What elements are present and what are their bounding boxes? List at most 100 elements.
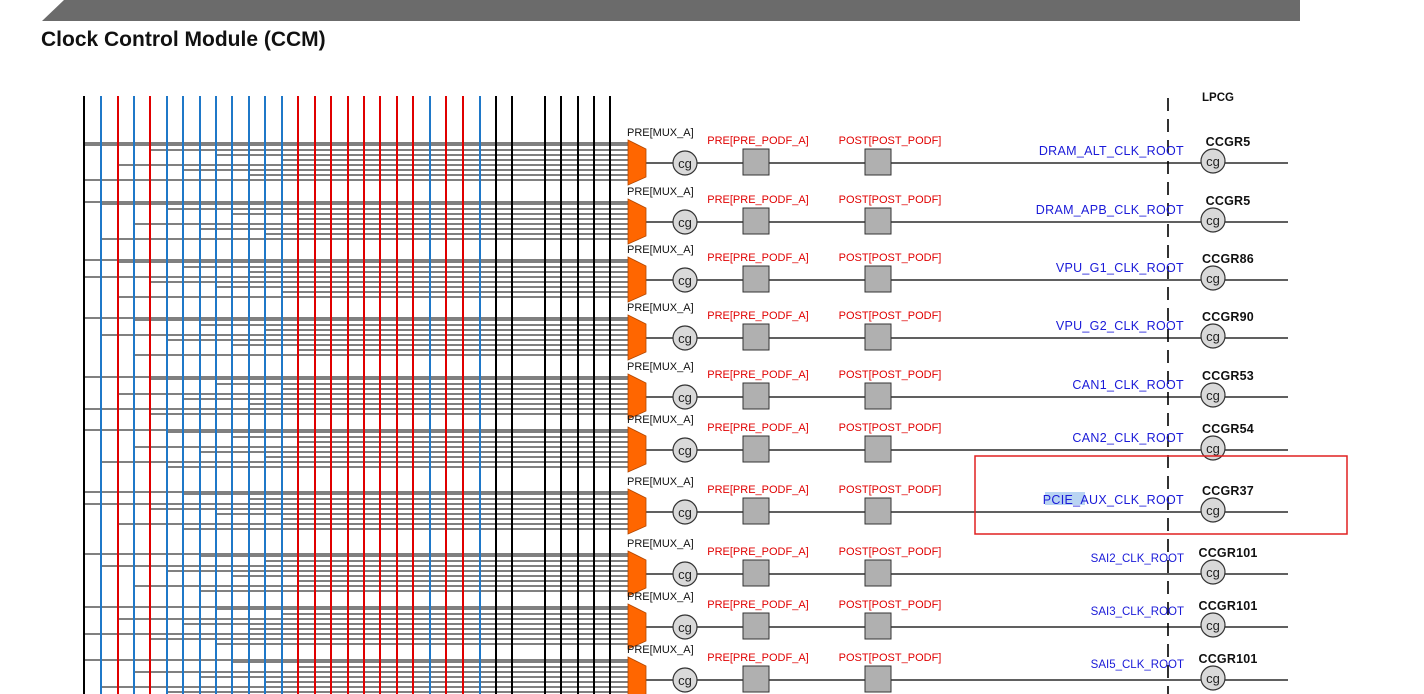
post-divider-label: POST[POST_PODF] [839,546,942,558]
post-divider-label: POST[POST_PODF] [839,252,942,264]
pre-divider-label: PRE[PRE_PODF_A] [707,484,808,496]
post-divider-label: POST[POST_PODF] [839,599,942,611]
header-bar [42,0,1300,21]
clock-root-label: DRAM_ALT_CLK_ROOT [1039,144,1184,158]
pre-divider-label: PRE[PRE_PODF_A] [707,194,808,206]
lpcg-gate-icon [1200,665,1226,691]
clock-gate-label: cg [678,443,692,458]
mux-icon [627,656,647,694]
clock-gate-label: cg [678,673,692,688]
clock-gate-icon [672,667,698,693]
clock-gate-icon [672,150,698,176]
clock-gate-label: cg [678,156,692,171]
lpcg-gate-label: cg [1206,271,1220,286]
lpcg-gate-icon [1200,265,1226,291]
lpcg-label: LPCG [1202,92,1234,104]
ccgr-label: CCGR101 [1198,546,1257,560]
lpcg-gate-icon [1200,435,1226,461]
mux-icon [627,426,647,473]
clock-gate-icon [672,384,698,410]
clock-root-label: CAN1_CLK_ROOT [1072,378,1184,392]
post-divider-box [864,497,892,525]
clock-gate-icon [672,209,698,235]
mux-label: PRE[MUX_A] [627,538,694,550]
lpcg-gate-label: cg [1206,441,1220,456]
lpcg-gate-icon [1200,559,1226,585]
clock-gate-icon [672,325,698,351]
lpcg-gate-label: cg [1206,154,1220,169]
mux-label: PRE[MUX_A] [627,644,694,656]
lpcg-gate-icon [1200,148,1226,174]
pre-divider-box [742,207,770,235]
lpcg-gate-label: cg [1206,388,1220,403]
post-divider-box [864,265,892,293]
mux-icon [627,198,647,245]
clock-gate-icon [672,437,698,463]
lpcg-gate-label: cg [1206,213,1220,228]
pre-divider-box [742,497,770,525]
mux-icon [627,314,647,361]
post-divider-box [864,559,892,587]
lpcg-gate-icon [1200,497,1226,523]
clock-root-label: SAI3_CLK_ROOT [1091,606,1184,618]
lpcg-gate-label: cg [1206,565,1220,580]
pre-divider-label: PRE[PRE_PODF_A] [707,310,808,322]
post-divider-box [864,207,892,235]
pre-divider-box [742,559,770,587]
mux-label: PRE[MUX_A] [627,127,694,139]
mux-icon [627,488,647,535]
clock-gate-icon [672,267,698,293]
lpcg-gate-label: cg [1206,329,1220,344]
clock-gate-icon [672,499,698,525]
clock-gate-label: cg [678,620,692,635]
mux-icon [627,139,647,186]
mux-icon [627,373,647,420]
page-title: Clock Control Module (CCM) [41,28,326,51]
pre-divider-label: PRE[PRE_PODF_A] [707,135,808,147]
ccgr-label: CCGR101 [1198,599,1257,613]
pre-divider-box [742,665,770,693]
pre-divider-label: PRE[PRE_PODF_A] [707,252,808,264]
ccgr-label: CCGR5 [1206,135,1251,149]
pre-divider-box [742,612,770,640]
pre-divider-label: PRE[PRE_PODF_A] [707,599,808,611]
post-divider-label: POST[POST_PODF] [839,194,942,206]
mux-label: PRE[MUX_A] [627,244,694,256]
pre-divider-label: PRE[PRE_PODF_A] [707,652,808,664]
selected-row-highlight-box [974,455,1348,535]
mux-label: PRE[MUX_A] [627,476,694,488]
lpcg-gate-icon [1200,612,1226,638]
clock-gate-label: cg [678,390,692,405]
post-divider-box [864,148,892,176]
post-divider-box [864,323,892,351]
lpcg-gate-icon [1200,207,1226,233]
post-divider-label: POST[POST_PODF] [839,652,942,664]
mux-label: PRE[MUX_A] [627,186,694,198]
post-divider-box [864,665,892,693]
clock-root-label: CAN2_CLK_ROOT [1072,431,1184,445]
clock-root-label: VPU_G2_CLK_ROOT [1056,319,1184,333]
clock-gate-icon [672,561,698,587]
post-divider-label: POST[POST_PODF] [839,422,942,434]
ccgr-label: CCGR53 [1202,369,1254,383]
mux-label: PRE[MUX_A] [627,361,694,373]
post-divider-label: POST[POST_PODF] [839,310,942,322]
lpcg-gate-icon [1200,382,1226,408]
post-divider-label: POST[POST_PODF] [839,484,942,496]
pre-divider-box [742,435,770,463]
clock-root-label: PCIE_AUX_CLK_ROOT [1043,493,1184,507]
post-divider-label: POST[POST_PODF] [839,369,942,381]
lpcg-gate-label: cg [1206,671,1220,686]
pre-divider-box [742,323,770,351]
clock-gate-label: cg [678,215,692,230]
clock-root-label: VPU_G1_CLK_ROOT [1056,261,1184,275]
mux-label: PRE[MUX_A] [627,591,694,603]
mux-icon [627,550,647,597]
clock-gate-label: cg [678,505,692,520]
pre-divider-label: PRE[PRE_PODF_A] [707,546,808,558]
ccgr-label: CCGR101 [1198,652,1257,666]
pre-divider-box [742,382,770,410]
pre-divider-label: PRE[PRE_PODF_A] [707,369,808,381]
lpcg-gate-label: cg [1206,503,1220,518]
